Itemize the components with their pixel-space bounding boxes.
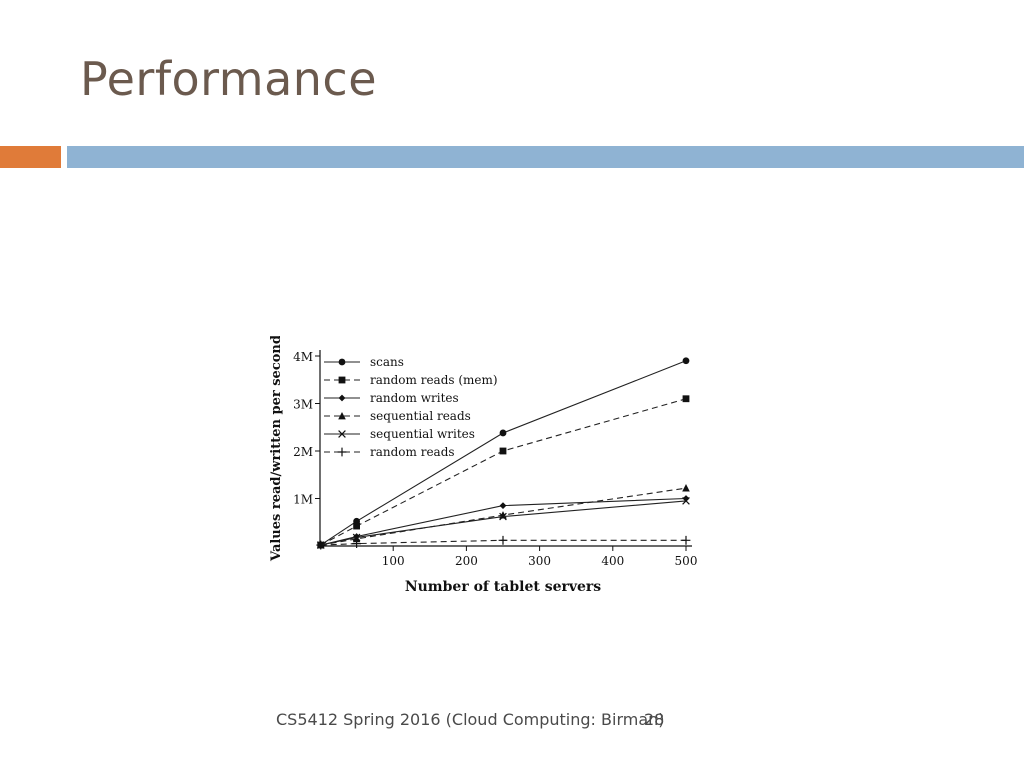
legend-item-4: sequential writes <box>324 427 475 441</box>
series-1-point-1 <box>353 522 360 530</box>
series-1-point-3 <box>682 395 690 403</box>
legend-marker-2 <box>338 394 346 402</box>
legend-marker-1 <box>338 376 346 384</box>
series-2-point-2 <box>499 502 507 510</box>
series-line-0 <box>320 360 687 546</box>
series-5-point-1 <box>352 539 361 549</box>
series-2-point-3 <box>682 495 690 502</box>
x-tick-label-0: 100 <box>382 554 405 568</box>
series-line-4 <box>320 500 687 546</box>
series-4-point-3 <box>682 497 690 505</box>
series-0-point-2 <box>499 429 507 437</box>
series-5-point-0 <box>316 540 326 550</box>
series-3-point-1 <box>352 534 361 543</box>
series-3-point-3 <box>682 484 690 492</box>
legend-item-5: random reads <box>324 445 455 459</box>
x-tick-label-3: 400 <box>601 554 624 568</box>
legend-label-5: random reads <box>370 445 455 459</box>
legend-label-3: sequential reads <box>370 409 471 423</box>
legend-marker-4 <box>338 430 346 438</box>
series-5 <box>316 535 691 550</box>
series-4-point-2 <box>499 512 507 521</box>
slide-footer: CS5412 Spring 2016 (Cloud Computing: Bir… <box>276 710 665 729</box>
header-bar <box>67 146 1024 168</box>
legend-marker-3 <box>338 412 346 420</box>
chart-svg: 1M 2M 3M 4M 100 200 300 400 500 scans random read… <box>269 336 698 595</box>
series-1-point-2 <box>499 447 507 455</box>
legend-item-2: random writes <box>324 391 459 405</box>
legend-label-2: random writes <box>370 391 459 405</box>
series-line-5 <box>320 539 686 546</box>
series-0-point-3 <box>682 357 690 365</box>
legend-label-4: sequential writes <box>370 427 475 441</box>
series-5-point-2 <box>498 535 508 545</box>
legend-marker-0 <box>338 358 346 366</box>
series-4-point-1 <box>352 533 361 542</box>
page-number: 28 <box>644 710 665 729</box>
legend-item-1: random reads (mem) <box>324 373 498 387</box>
performance-chart: 1M 2M 3M 4M 100 200 300 400 500 scans random read… <box>262 336 702 600</box>
y-tick-label-2: 3M <box>293 398 313 412</box>
slide-title: Performance <box>80 52 377 106</box>
legend-label-1: random reads (mem) <box>370 373 498 387</box>
y-tick-label-1: 2M <box>293 445 313 459</box>
y-tick-label-3: 4M <box>293 350 313 364</box>
accent-bar <box>0 146 61 168</box>
legend-marker-5 <box>337 447 347 457</box>
series-line-1 <box>320 398 687 546</box>
x-tick-label-1: 200 <box>455 554 478 568</box>
legend-item-0: scans <box>324 355 404 369</box>
series-5-point-3 <box>681 535 691 545</box>
y-axis-label: Values read/written per second <box>269 336 284 562</box>
x-tick-label-2: 300 <box>528 554 551 568</box>
legend-item-3: sequential reads <box>324 409 471 423</box>
y-tick-label-0: 1M <box>293 493 313 507</box>
x-tick-label-4: 500 <box>675 554 698 568</box>
x-axis-label: Number of tablet servers <box>405 579 601 595</box>
legend-label-0: scans <box>370 355 404 369</box>
